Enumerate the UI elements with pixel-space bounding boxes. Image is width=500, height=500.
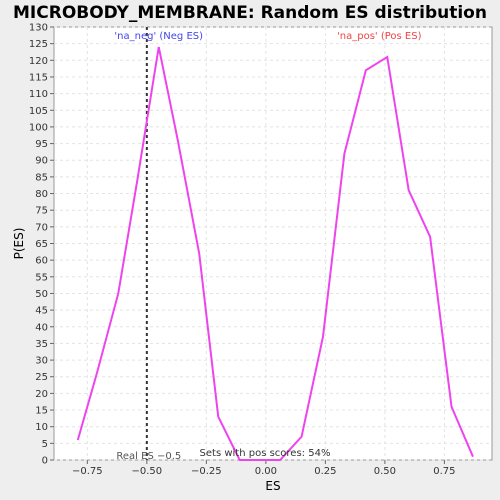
es-distribution-line [76, 46, 474, 461]
y-axis: 0 5 10 15 20 25 30 35 40 45 50 55 60 65 70 75 80 85 90 95 10… [29, 23, 54, 467]
y-tick-label: 115 [29, 72, 48, 83]
y-tick-label: 10 [35, 422, 48, 433]
chart-title: MICROBODY_MEMBRANE: Random ES distributi… [13, 3, 487, 23]
y-tick-label: 50 [35, 289, 48, 300]
y-tick-label: 20 [35, 389, 48, 400]
x-axis: −0.75 −0.50 −0.25 0.00 0.25 0.50 0.75 [72, 460, 456, 477]
y-axis-label: P(ES) [12, 228, 26, 260]
x-tick-label: −0.75 [72, 466, 103, 477]
x-tick-label: 0.75 [433, 466, 455, 477]
y-tick-label: 70 [35, 222, 48, 233]
x-tick-label: −0.25 [191, 466, 222, 477]
y-tick-label: 55 [35, 272, 48, 283]
y-tick-label: 30 [35, 356, 48, 367]
y-tick-label: 5 [42, 439, 48, 450]
x-tick-label: 0.50 [374, 466, 396, 477]
y-tick-label: 75 [35, 206, 48, 217]
y-tick-label: 85 [35, 172, 48, 183]
y-tick-label: 35 [35, 339, 48, 350]
y-tick-label: 100 [29, 122, 48, 133]
y-tick-label: 120 [29, 56, 48, 67]
y-tick-label: 0 [42, 456, 48, 467]
y-tick-label: 110 [29, 89, 48, 100]
grid [54, 26, 492, 461]
y-tick-label: 105 [29, 106, 48, 117]
y-tick-label: 40 [35, 322, 48, 333]
neg-es-label: 'na_neg' (Neg ES) [114, 31, 203, 42]
x-axis-label: ES [265, 479, 280, 493]
y-tick-label: 125 [29, 39, 48, 50]
x-tick-label: 0.25 [314, 466, 336, 477]
y-tick-label: 130 [29, 23, 48, 34]
y-tick-label: 15 [35, 406, 48, 417]
y-tick-label: 80 [35, 189, 48, 200]
y-tick-label: 95 [35, 139, 48, 150]
y-tick-label: 25 [35, 372, 48, 383]
y-tick-label: 90 [35, 156, 48, 167]
y-tick-label: 65 [35, 239, 48, 250]
y-tick-label: 60 [35, 256, 48, 267]
x-tick-label: 0.00 [255, 466, 277, 477]
y-tick-label: 45 [35, 306, 48, 317]
pos-es-label: 'na_pos' (Pos ES) [337, 31, 422, 42]
real-es-label: Real ES −0.5 [116, 451, 181, 462]
x-tick-label: −0.50 [132, 466, 163, 477]
pos-scores-label: Sets with pos scores: 54% [200, 448, 331, 459]
